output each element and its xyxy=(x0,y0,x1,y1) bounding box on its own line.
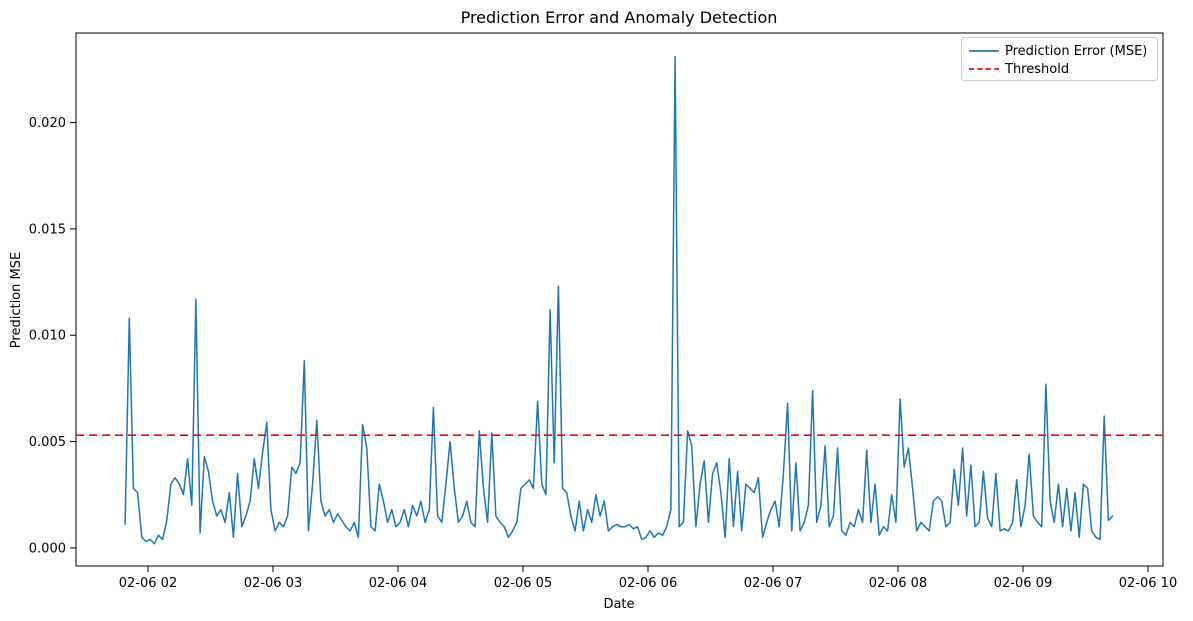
x-tick-label: 02-06 05 xyxy=(494,576,552,591)
legend-label-mse: Prediction Error (MSE) xyxy=(1005,44,1147,59)
x-tick-label: 02-06 02 xyxy=(119,576,177,591)
y-tick-label: 0.010 xyxy=(29,329,66,344)
y-axis-label: Prediction MSE xyxy=(9,252,24,348)
y-axis-ticks: 0.000 0.005 0.010 0.015 0.020 xyxy=(29,116,76,556)
x-axis-ticks: 02-06 02 02-06 03 02-06 04 02-06 05 02-06 06… xyxy=(119,566,1177,591)
x-tick-label: 02-06 04 xyxy=(369,576,427,591)
x-tick-label: 02-06 08 xyxy=(869,576,927,591)
x-tick-label: 02-06 06 xyxy=(619,576,677,591)
prediction-error-line xyxy=(124,55,1114,545)
legend-box xyxy=(961,37,1158,81)
y-tick-label: 0.015 xyxy=(29,222,66,237)
legend-label-threshold: Threshold xyxy=(1004,62,1069,77)
y-tick-label: 0.005 xyxy=(29,435,66,450)
y-tick-label: 0.020 xyxy=(29,116,66,131)
y-tick-label: 0.000 xyxy=(29,541,66,556)
x-axis-label: Date xyxy=(603,597,634,612)
x-tick-label: 02-06 07 xyxy=(744,576,802,591)
x-tick-label: 02-06 03 xyxy=(244,576,302,591)
x-tick-label: 02-06 09 xyxy=(994,576,1052,591)
chart-title: Prediction Error and Anomaly Detection xyxy=(461,8,778,27)
legend: Prediction Error (MSE) Threshold xyxy=(961,37,1158,81)
x-tick-label: 02-06 10 xyxy=(1119,576,1177,591)
